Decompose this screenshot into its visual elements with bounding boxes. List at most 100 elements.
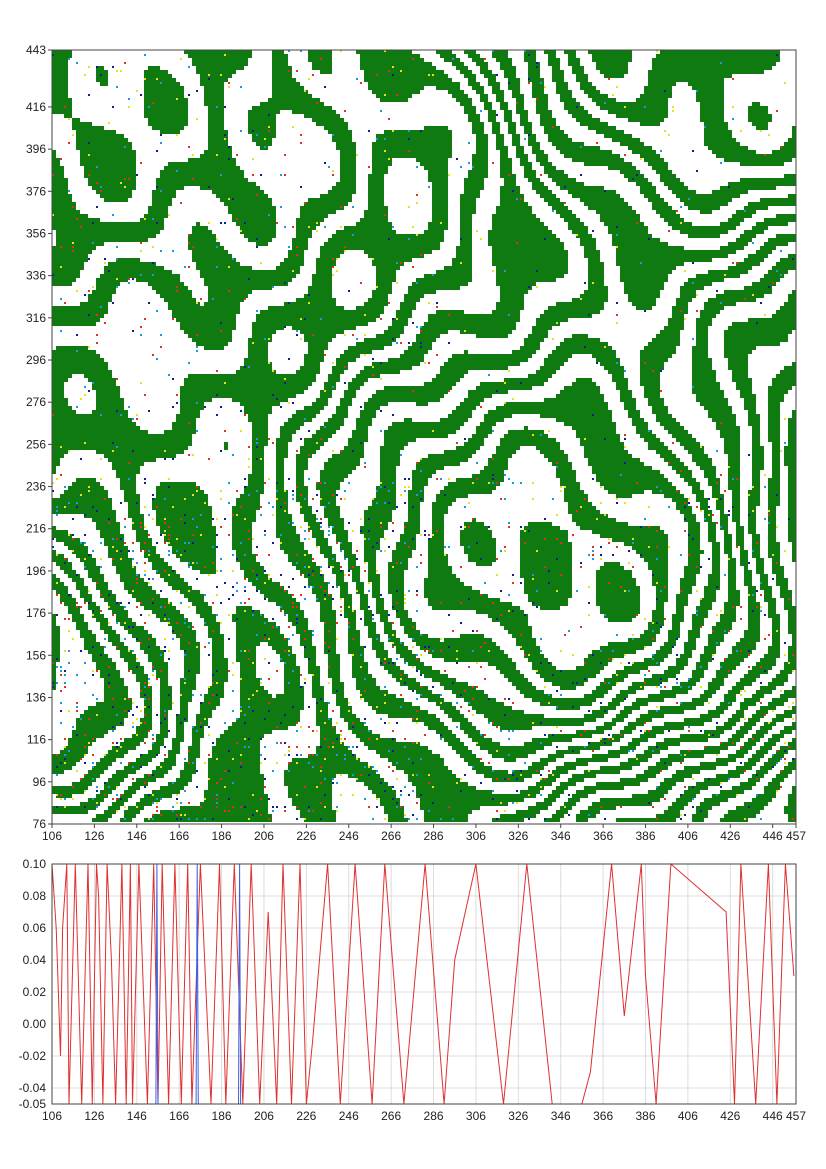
heatmap-cell [204,302,240,306]
heatmap-cell [312,278,332,282]
heatmap-speckle [496,574,498,576]
heatmap-cell [344,390,356,394]
heatmap-cell [560,482,580,486]
heatmap-speckle [76,502,78,504]
heatmap-cell [312,674,320,678]
heatmap-speckle [540,774,542,776]
heatmap-speckle [176,170,178,172]
heatmap-cell [768,510,776,514]
heatmap-speckle [220,322,222,324]
heatmap-cell [568,58,580,62]
heatmap-cell [324,638,336,642]
heatmap-cell [96,582,108,586]
heatmap-cell [700,106,724,110]
heatmap-speckle [304,538,306,540]
heatmap-speckle [420,654,422,656]
heatmap-cell [752,754,764,758]
heatmap-cell [320,614,336,618]
heatmap-speckle [776,562,778,564]
heatmap-speckle [148,646,150,648]
heatmap-speckle [220,622,222,624]
heatmap-cell [756,750,768,754]
heatmap-cell [684,514,696,518]
heatmap-cell [592,530,664,534]
heatmap-cell [700,654,712,658]
heatmap-cell [752,466,764,470]
heatmap-cell [172,426,196,430]
heatmap-speckle [752,510,754,512]
heatmap-cell [320,254,340,258]
heatmap-cell [792,410,796,414]
heatmap-speckle [116,246,118,248]
heatmap-speckle [72,518,74,520]
heatmap-cell [704,690,716,694]
heatmap-speckle [300,574,302,576]
heatmap-cell [428,318,520,322]
heatmap-speckle [68,662,70,664]
heatmap-cell [624,282,664,286]
heatmap-cell [468,554,496,558]
heatmap-cell [712,554,720,558]
heatmap-cell [496,98,504,102]
heatmap-cell [156,178,248,182]
heatmap-cell [648,398,664,402]
heatmap-cell [524,58,536,62]
heatmap-speckle [196,786,198,788]
heatmap-speckle [228,750,230,752]
heatmap-speckle [684,518,686,520]
heatmap-speckle [492,478,494,480]
heatmap-speckle [660,686,662,688]
heatmap-cell [72,482,100,486]
heatmap-speckle [576,234,578,236]
heatmap-speckle [260,174,262,176]
heatmap-speckle [432,534,434,536]
heatmap-cell [52,198,72,202]
heatmap-cell [760,574,768,578]
heatmap-speckle [556,746,558,748]
heatmap-speckle [404,662,406,664]
heatmap-cell [300,506,312,510]
heatmap-speckle [60,446,62,448]
heatmap-speckle [384,486,386,488]
heatmap-cell [272,646,292,650]
heatmap-cell [376,750,432,754]
heatmap-speckle [604,682,606,684]
heatmap-speckle [688,554,690,556]
heatmap-cell [516,686,536,690]
heatmap-speckle [64,686,66,688]
heatmap-cell [160,678,168,682]
heatmap-cell [724,350,752,354]
heatmap-cell [476,742,500,746]
heatmap-cell [500,438,556,442]
heatmap-cell [748,254,768,258]
heatmap-speckle [84,386,86,388]
heatmap-cell [240,666,256,670]
heatmap-cell [304,650,316,654]
heatmap-cell [248,478,264,482]
heatmap-speckle [240,762,242,764]
heatmap-speckle [412,506,414,508]
heatmap-speckle [544,734,546,736]
heatmap-speckle [680,470,682,472]
heatmap-cell [224,446,228,450]
heatmap-cell [720,514,728,518]
heatmap-speckle [384,502,386,504]
heatmap-speckle [340,566,342,568]
heatmap-speckle [320,482,322,484]
heatmap-speckle [428,186,430,188]
heatmap-cell [376,138,452,142]
heatmap-speckle [376,706,378,708]
heatmap-cell [244,234,276,238]
heatmap-cell [776,234,796,238]
heatmap-cell [708,270,748,274]
heatmap-cell [236,498,260,502]
heatmap-cell [712,550,720,554]
heatmap-cell [584,446,624,450]
heatmap-cell [224,202,272,206]
heatmap-cell [700,110,724,114]
heatmap-cell [676,502,688,506]
heatmap-cell [772,678,788,682]
heatmap-cell [296,498,308,502]
heatmap-speckle [328,682,330,684]
heatmap-cell [572,194,620,198]
